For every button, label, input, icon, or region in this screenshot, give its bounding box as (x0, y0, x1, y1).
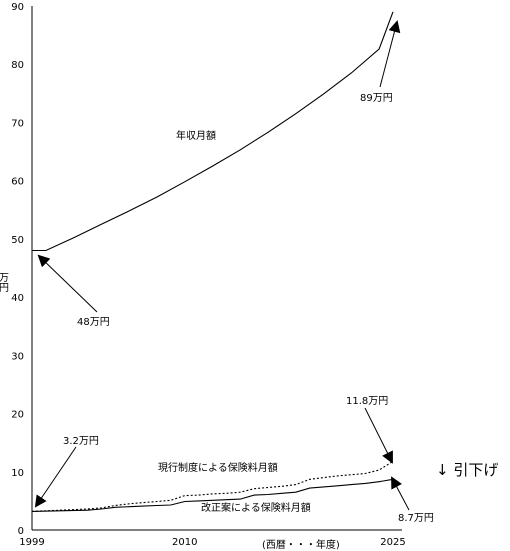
series-label-current: 現行制度による保険料月額 (158, 461, 278, 474)
annotation-8-7: 8.7万円 (398, 513, 434, 524)
series-label-income: 年収月額 (176, 129, 216, 142)
axes (31, 6, 402, 531)
annotation-89: 89万円 (360, 93, 393, 104)
annotation-3-2: 3.2万円 (63, 436, 99, 447)
x-tick-label: 2025 (380, 537, 405, 548)
y-tick-label: 0 (18, 526, 24, 537)
y-axis-label: 万円 (0, 272, 9, 293)
arrow-11-8 (364, 407, 393, 464)
arrow-48 (37, 254, 98, 313)
x-tick-label: 2010 (172, 537, 197, 548)
y-tick-label: 30 (11, 351, 24, 362)
series-line-revised (31, 478, 394, 512)
y-tick-label: 60 (11, 177, 24, 188)
annotation-11-8: 11.8万円 (346, 396, 388, 407)
y-tick-label: 70 (11, 118, 24, 129)
arrow-3-2 (34, 446, 77, 508)
series-label-revised: 改正案による保険料月額 (201, 501, 311, 514)
annotation-reduction: ↓ 引下げ (436, 461, 498, 479)
y-tick-label: 50 (11, 235, 24, 246)
series-line-current (31, 460, 394, 512)
y-tick-label: 80 (11, 60, 24, 71)
y-ticks: 0 10 20 30 40 50 60 70 80 90 (11, 2, 24, 537)
y-tick-label: 20 (11, 410, 24, 421)
series-layer (31, 11, 394, 512)
y-tick-label: 10 (11, 468, 24, 479)
series-line-income (32, 11, 394, 252)
y-tick-label: 40 (11, 293, 24, 304)
arrow-8-7 (391, 476, 410, 511)
x-axis-label: (西暦・・・年度) (262, 538, 340, 551)
y-tick-label: 90 (11, 2, 24, 13)
x-ticks: 1999 2010 2025 (19, 537, 405, 548)
x-tick-label: 1999 (19, 537, 44, 548)
arrow-89 (379, 20, 401, 88)
annotation-48: 48万円 (77, 317, 110, 328)
